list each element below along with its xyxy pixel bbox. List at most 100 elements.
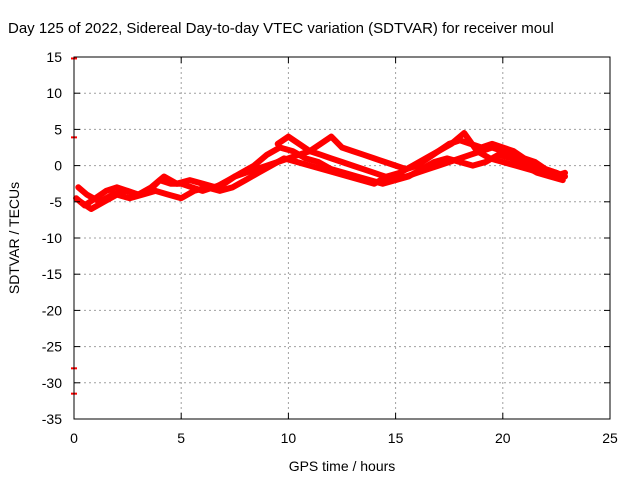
data-point <box>470 163 476 169</box>
data-point <box>345 174 351 179</box>
data-point <box>268 163 274 169</box>
data-point <box>468 141 474 147</box>
data-point <box>264 152 270 158</box>
data-point <box>178 195 184 201</box>
data-point <box>217 188 223 194</box>
data-point <box>204 184 210 190</box>
data-point <box>474 148 480 154</box>
data-point <box>307 148 313 154</box>
data-point <box>165 192 171 198</box>
data-point <box>500 159 506 165</box>
data-point <box>303 155 309 161</box>
data-point <box>444 155 450 161</box>
data-point <box>243 177 248 183</box>
y-tick-label: 5 <box>54 121 62 137</box>
data-point <box>508 155 514 161</box>
data-point <box>461 130 467 136</box>
data-point <box>275 141 281 147</box>
data-point <box>393 177 399 183</box>
data-point <box>371 155 377 161</box>
data-point <box>77 199 83 205</box>
data-point <box>360 166 366 172</box>
y-tick-label: 0 <box>54 158 62 174</box>
data-point <box>101 199 107 205</box>
x-tick-label: 5 <box>177 430 185 446</box>
x-tick-label: 0 <box>70 430 78 446</box>
data-point <box>333 170 339 176</box>
data-point <box>457 159 463 165</box>
data-point <box>88 206 94 212</box>
data-point <box>315 159 321 165</box>
data-point <box>431 159 437 165</box>
data-point <box>360 152 366 158</box>
data-point <box>281 155 287 161</box>
x-axis-label: GPS time / hours <box>289 458 396 474</box>
data-point <box>255 170 261 176</box>
data-point <box>478 145 484 150</box>
data-point <box>500 145 506 150</box>
data-point <box>114 192 120 198</box>
data-point <box>496 152 501 158</box>
data-point <box>339 159 345 165</box>
data-point <box>285 134 291 140</box>
x-tick-label: 15 <box>388 430 404 446</box>
y-tick-label: -10 <box>42 230 62 246</box>
data-point <box>225 177 231 183</box>
data-point <box>153 188 158 194</box>
data-point <box>307 163 313 169</box>
data-point <box>174 181 180 187</box>
data-point <box>446 141 452 147</box>
data-point <box>296 141 302 147</box>
data-point <box>187 177 193 183</box>
data-point <box>191 188 197 194</box>
data-point <box>358 177 364 183</box>
ticks: 0 5 10 15 20 25 15 10 5 0 -5 -10 -15 -20 -25 -30 -35 <box>42 49 618 446</box>
y-axis-label: SDTVAR / TECUs <box>6 182 22 294</box>
y-tick-label: -5 <box>50 194 63 210</box>
data-layer <box>71 57 568 395</box>
data-point <box>84 192 90 198</box>
data-point <box>350 148 356 154</box>
y-tick-label: 15 <box>46 49 62 65</box>
data-point <box>511 148 516 154</box>
data-point <box>290 148 296 154</box>
data-point <box>526 166 531 172</box>
data-point <box>382 159 388 165</box>
data-point <box>161 174 167 179</box>
x-tick-label: 20 <box>495 430 511 446</box>
y-tick-label: -35 <box>42 411 62 427</box>
data-point <box>371 170 377 176</box>
data-point <box>406 174 411 179</box>
data-point <box>543 166 549 172</box>
data-point <box>532 159 538 165</box>
data-point <box>489 141 495 147</box>
data-point <box>384 174 390 179</box>
data-point <box>521 155 527 161</box>
data-point <box>251 163 257 169</box>
data-point <box>393 163 399 169</box>
data-point <box>513 163 519 169</box>
x-tick-label: 10 <box>281 430 297 446</box>
data-point <box>339 145 345 150</box>
chart-title: Day 125 of 2022, Sidereal Day-to-day VTE… <box>8 20 554 37</box>
grid <box>74 57 610 419</box>
data-point <box>414 163 420 169</box>
data-point <box>148 184 154 190</box>
y-tick-label: 10 <box>46 85 62 101</box>
x-tick-label: 25 <box>602 430 618 446</box>
data-point <box>397 170 403 176</box>
data-point <box>562 170 568 176</box>
y-tick-label: -15 <box>42 266 62 282</box>
data-point <box>318 152 324 158</box>
data-point <box>123 188 128 194</box>
data-point <box>238 170 244 176</box>
data-point <box>200 181 206 187</box>
data-point <box>403 166 409 172</box>
data-point <box>328 155 334 161</box>
data-point <box>114 184 120 190</box>
data-point <box>425 155 431 161</box>
data-point <box>487 155 493 161</box>
data-point <box>320 166 326 172</box>
data-point <box>436 148 441 154</box>
